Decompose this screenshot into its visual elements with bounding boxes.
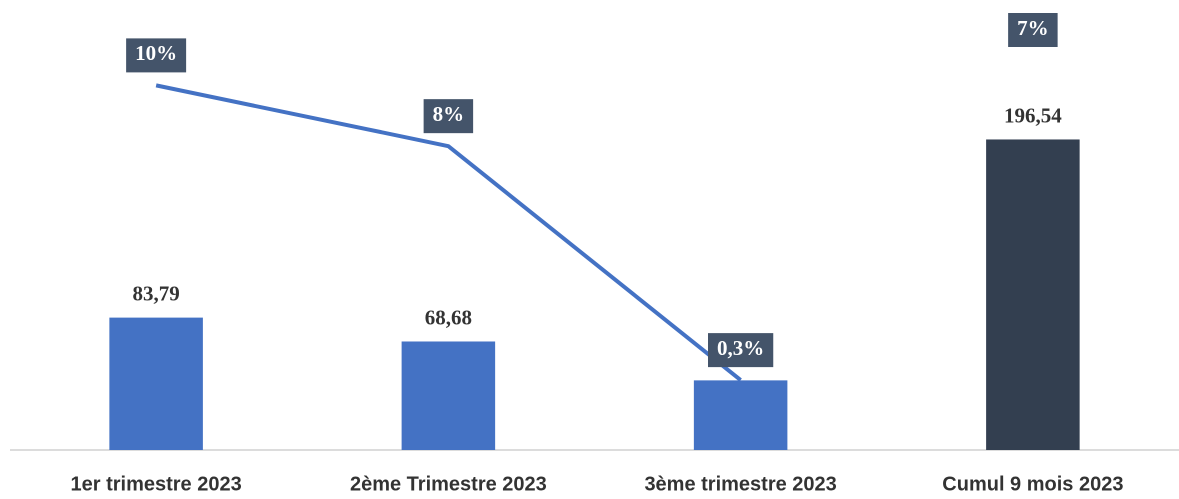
point-label: 0,3% xyxy=(717,336,764,360)
x-tick-label: Cumul 9 mois 2023 xyxy=(942,473,1123,495)
x-tick-label: 3ème trimestre 2023 xyxy=(644,473,836,495)
bar xyxy=(401,341,496,450)
bar-value-label: 68,68 xyxy=(425,305,472,329)
bar-value-label: 83,79 xyxy=(133,281,180,305)
bar xyxy=(109,317,203,450)
bar xyxy=(986,139,1080,450)
bar-value-label: 196,54 xyxy=(1004,103,1062,127)
point-label-box xyxy=(423,99,474,134)
point-label-box xyxy=(708,333,774,368)
point-label-box xyxy=(1008,13,1058,47)
point-label: 7% xyxy=(1017,16,1049,40)
x-tick-label: 1er trimestre 2023 xyxy=(71,473,242,495)
line xyxy=(155,83,742,382)
point-label: 10% xyxy=(135,41,177,65)
point-label: 8% xyxy=(433,102,465,126)
point-label-box xyxy=(126,38,187,73)
x-tick-label: 2ème Trimestre 2023 xyxy=(350,473,547,495)
bar xyxy=(693,380,788,450)
